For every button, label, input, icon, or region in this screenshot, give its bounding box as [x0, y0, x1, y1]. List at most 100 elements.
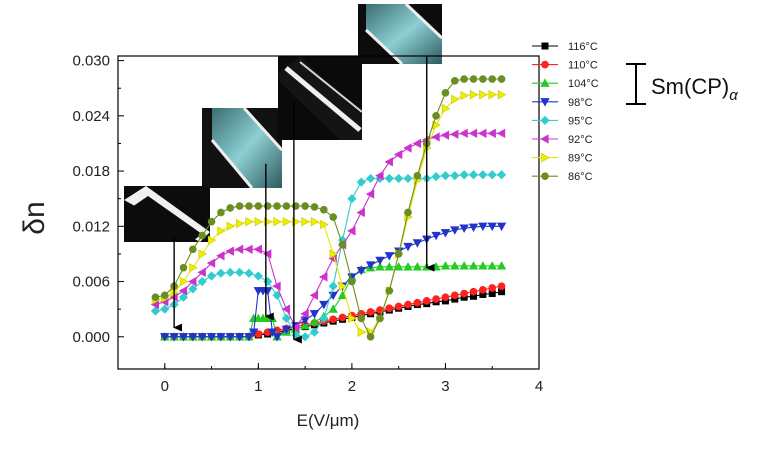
data-point [469, 89, 479, 100]
data-point [357, 327, 367, 337]
data-point [282, 202, 291, 210]
data-point [216, 268, 226, 278]
data-point [431, 172, 441, 182]
data-point [441, 89, 450, 97]
data-point [404, 208, 412, 217]
data-point [356, 207, 365, 218]
data-point [450, 171, 460, 181]
data-point [440, 229, 451, 238]
data-point [253, 271, 263, 281]
texture-images [124, 2, 444, 242]
bracket-label-subscript: α [729, 87, 738, 104]
data-point [206, 258, 216, 268]
data-point [338, 313, 347, 322]
data-point [216, 333, 226, 342]
legend-marker [540, 98, 550, 107]
data-point [451, 94, 460, 104]
data-point [329, 213, 337, 221]
data-point [376, 314, 384, 323]
data-point [479, 286, 487, 294]
y-tick-label: 0.006 [72, 274, 110, 291]
data-point [234, 244, 244, 254]
data-point [488, 75, 497, 83]
data-point [267, 328, 278, 337]
data-point [320, 205, 328, 214]
data-point [207, 235, 217, 245]
data-point [478, 261, 488, 270]
x-axis-title: E(V/μm) [297, 411, 360, 430]
data-point [206, 333, 217, 342]
data-point [450, 226, 460, 235]
data-point [178, 292, 189, 302]
data-point [254, 217, 264, 227]
data-point [329, 249, 338, 259]
data-point [459, 224, 469, 233]
data-point [487, 128, 496, 138]
data-point [169, 333, 179, 342]
data-point [329, 315, 337, 324]
data-point [301, 217, 310, 227]
data-point [151, 293, 160, 302]
data-point [310, 217, 320, 227]
data-point [487, 261, 497, 270]
legend-marker [540, 115, 550, 125]
data-point [366, 308, 375, 316]
y-tick-label: 0.018 [72, 163, 110, 180]
data-point [403, 143, 412, 153]
data-point [197, 333, 207, 342]
data-point [197, 276, 207, 287]
data-point [197, 267, 206, 278]
data-point [412, 138, 422, 149]
legend-item: 86°C [532, 171, 593, 183]
legend-item: 110°C [532, 60, 598, 72]
data-point [441, 293, 450, 302]
axis-layer: 0 1 2 3 4 0.000 0.006 0.012 0.018 0.024 0.030 [72, 53, 543, 395]
data-point [488, 89, 497, 100]
data-point [459, 261, 469, 270]
data-point [450, 77, 459, 85]
data-point [357, 314, 366, 323]
data-point [253, 244, 262, 254]
texture-image-1 [124, 186, 210, 242]
data-point [310, 203, 319, 211]
data-point [375, 262, 385, 271]
legend-item: 104°C [532, 78, 599, 90]
legend: 116°C 110°C 104°C 98°C 95°C 92°C 89°C 86°C [532, 41, 599, 183]
legend-marker [541, 42, 549, 50]
data-point [309, 290, 319, 301]
data-point [225, 246, 234, 256]
series-86°C [151, 75, 506, 341]
data-point [328, 304, 338, 313]
data-point [497, 75, 506, 83]
data-point [234, 333, 245, 342]
data-point [189, 245, 197, 254]
data-point [384, 173, 394, 184]
data-point [412, 262, 423, 271]
data-point [450, 129, 459, 139]
data-point [300, 309, 309, 319]
data-point [404, 300, 412, 309]
data-point [394, 302, 403, 311]
data-point [365, 189, 375, 199]
data-point [478, 222, 488, 232]
sm-cp-bracket: Sm(CP)α [626, 63, 738, 105]
data-point [375, 256, 385, 266]
x-tick-label: 3 [441, 378, 449, 395]
data-point [225, 333, 235, 342]
data-point [394, 250, 403, 258]
data-point [431, 132, 440, 142]
series-98°C [160, 222, 507, 342]
x-tick-label: 0 [161, 378, 169, 395]
legend-label: 92°C [568, 134, 593, 146]
data-point [403, 242, 413, 252]
data-point [441, 103, 451, 114]
data-point [273, 217, 282, 227]
data-point [365, 261, 376, 270]
series-95°C [150, 170, 507, 342]
data-point [319, 272, 328, 282]
data-point [384, 262, 394, 271]
data-point [469, 287, 478, 296]
legend-label: 110°C [568, 60, 598, 72]
texture-image-3 [278, 56, 363, 140]
data-point [431, 231, 441, 241]
